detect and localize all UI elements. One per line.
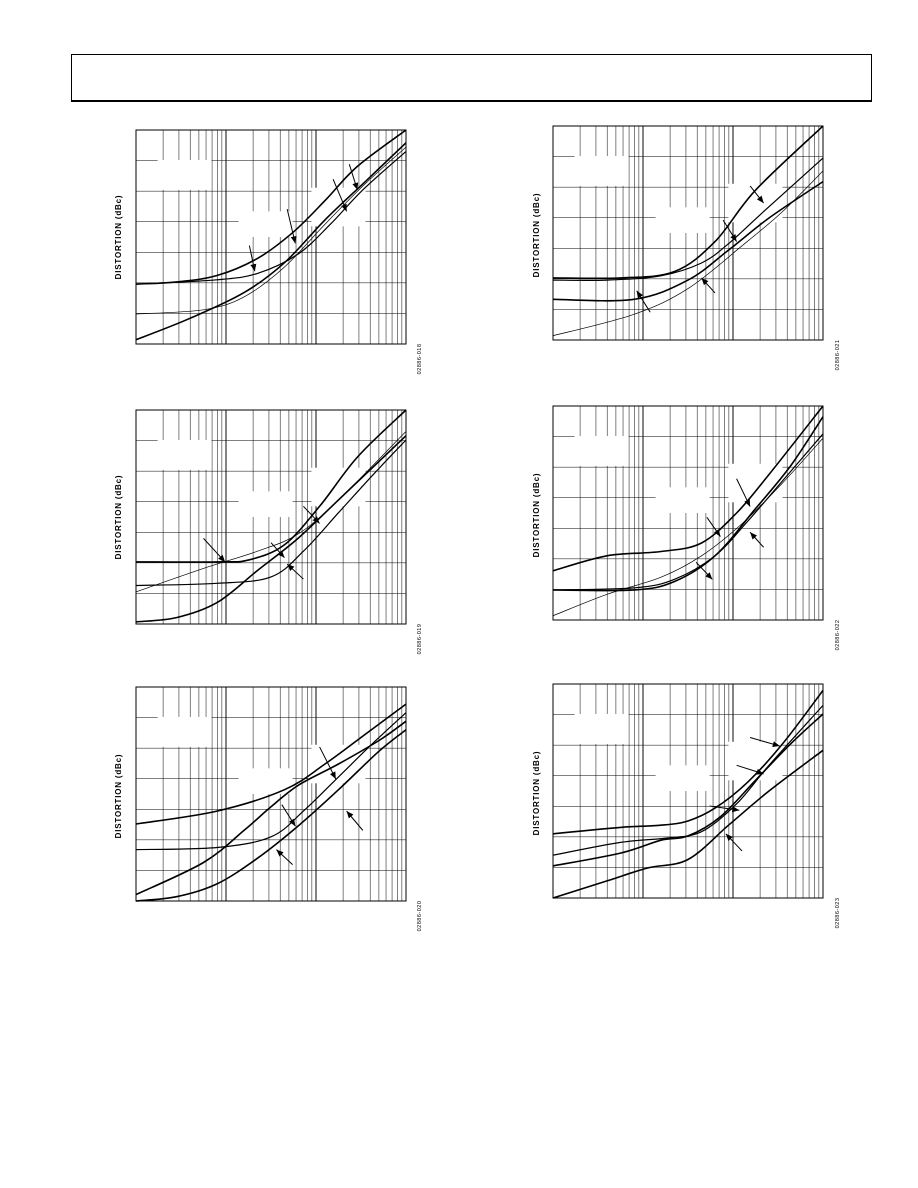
plot-frame (135, 129, 407, 345)
series-line-4 (135, 146, 407, 315)
series-line-3 (552, 180, 824, 302)
callout-arrowhead (218, 554, 226, 562)
chart-p6 (552, 683, 824, 899)
callout-arrowhead (756, 768, 764, 775)
plot-frame (552, 683, 824, 899)
callout-arrowhead (352, 182, 359, 190)
callout-arrowhead (287, 564, 295, 572)
annotation-area (157, 716, 212, 747)
series-line-1 (135, 703, 407, 825)
series-line-1 (552, 689, 824, 835)
chart-p1 (135, 129, 407, 345)
callout-arrowhead (290, 235, 297, 244)
chart-p4 (552, 405, 824, 621)
figure-code-p1: 02886-018 (417, 343, 423, 375)
callout-arrowhead (289, 818, 296, 827)
callout-arrowhead (250, 263, 257, 272)
series-line-2 (135, 150, 407, 285)
series-line-4 (552, 437, 824, 617)
annotation-area (238, 211, 293, 237)
annotation-area (574, 155, 629, 186)
chart-p3 (135, 409, 407, 625)
y-axis-label-p6: DISTORTION (dBc) (532, 750, 541, 836)
annotation-area (655, 487, 710, 513)
callout-arrowhead (276, 849, 284, 857)
series-line-3 (135, 720, 407, 896)
plot-frame (552, 405, 824, 621)
annotation-area (655, 765, 710, 791)
callout-arrowhead (756, 195, 764, 204)
callout-arrowhead (750, 532, 758, 540)
callout-arrowhead (312, 516, 320, 524)
annotation-area (574, 713, 629, 744)
series-line-3 (552, 416, 824, 592)
callout-arrowhead (744, 498, 751, 507)
figure-code-p3: 02886-019 (417, 623, 423, 655)
y-axis-label-p4: DISTORTION (dBc) (532, 472, 541, 558)
annotation-area (238, 491, 293, 517)
callout-arrowhead (772, 741, 780, 748)
annotation-area (728, 463, 783, 503)
page-header-box (71, 54, 872, 102)
figure-code-p4: 02886-022 (835, 619, 841, 651)
callout-arrowhead (636, 290, 643, 299)
callout-arrowhead (341, 203, 347, 212)
callout-arrowhead (730, 234, 737, 242)
series-line-2 (552, 157, 824, 282)
annotation-area (574, 435, 629, 466)
annotation-area (157, 159, 212, 190)
series-line-3 (135, 435, 407, 623)
series-line-4 (135, 729, 407, 902)
callout-arrowhead (731, 806, 740, 813)
series-line-4 (552, 749, 824, 899)
annotation-area (157, 439, 212, 470)
figure-code-p5: 02886-020 (417, 900, 423, 932)
callout-arrowhead (705, 572, 713, 580)
series-line-1 (552, 125, 824, 280)
series-line-1 (552, 405, 824, 572)
series-line-2 (135, 712, 407, 851)
callout-arrowhead (713, 529, 721, 537)
y-axis-label-p3: DISTORTION (dBc) (114, 474, 123, 560)
series-line-3 (135, 142, 407, 341)
y-axis-label-p2: DISTORTION (dBc) (532, 192, 541, 278)
figure-code-p2: 02886-021 (835, 339, 841, 371)
y-axis-label-p1: DISTORTION (dBc) (114, 194, 123, 280)
annotation-area (655, 207, 710, 233)
y-axis-label-p5: DISTORTION (dBc) (114, 753, 123, 839)
callout-arrowhead (346, 811, 354, 819)
plot-frame (552, 125, 824, 341)
callout-arrowhead (701, 277, 709, 286)
series-line-4 (135, 431, 407, 593)
chart-p2 (552, 125, 824, 341)
callout-arrowhead (277, 550, 285, 558)
plot-frame (135, 686, 407, 902)
series-line-3 (552, 713, 824, 867)
plot-frame (135, 409, 407, 625)
callout-arrowhead (725, 833, 733, 841)
callout-arrowhead (329, 771, 336, 780)
series-line-4 (552, 170, 824, 337)
figure-code-p6: 02886-023 (835, 897, 841, 929)
series-line-1 (135, 409, 407, 563)
chart-p5 (135, 686, 407, 902)
series-line-2 (135, 439, 407, 587)
